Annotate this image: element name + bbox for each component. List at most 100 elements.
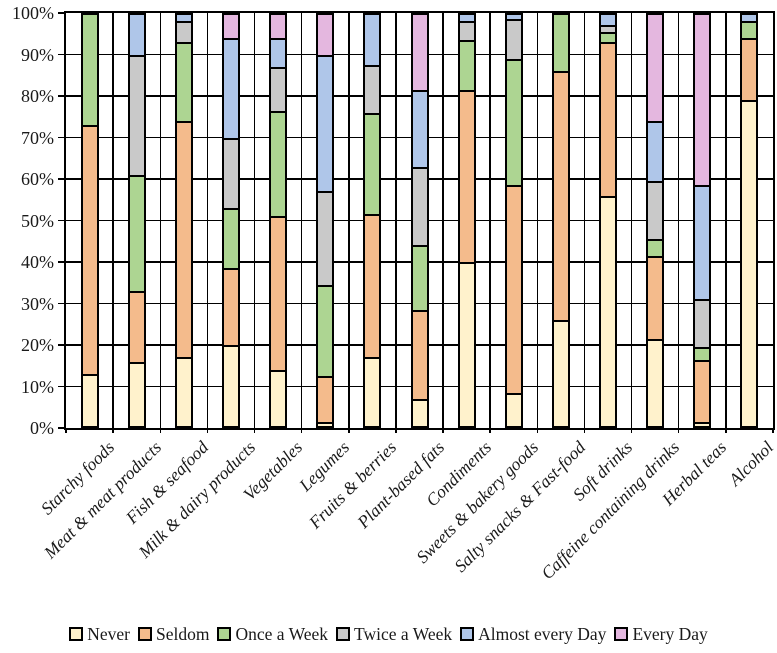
- x-axis-tick: [536, 428, 539, 433]
- bar-segment: [504, 392, 523, 428]
- gridline-vertical: [725, 13, 727, 428]
- bar-segment: [504, 19, 523, 61]
- bar-alcohol: [740, 13, 759, 428]
- bar-segment: [174, 13, 193, 24]
- bar-segment: [693, 299, 712, 350]
- y-axis-tick: [58, 344, 64, 346]
- bar-segment: [363, 64, 382, 115]
- bar-segment: [457, 262, 476, 428]
- gridline-vertical: [253, 13, 256, 428]
- bar-segment: [269, 66, 288, 113]
- bar-segment: [504, 13, 523, 22]
- plot-area: [64, 11, 775, 430]
- bar-condiments: [457, 13, 476, 428]
- bar-segment: [269, 13, 288, 40]
- bar-sweets-bakery-goods: [504, 13, 523, 428]
- gridline-vertical: [489, 13, 491, 428]
- legend-swatch: [217, 627, 232, 641]
- legend-item: Twice a Week: [336, 624, 452, 645]
- bar-segment: [174, 357, 193, 428]
- legend-swatch: [336, 627, 351, 641]
- bar-segment: [410, 245, 429, 312]
- x-axis-tick: [159, 428, 162, 433]
- bar-segment: [221, 37, 240, 140]
- x-axis-tick: [725, 428, 727, 433]
- bar-segment: [221, 345, 240, 428]
- bar-segment: [316, 54, 335, 194]
- bar-fish-seafood: [174, 13, 193, 428]
- bar-segment: [599, 13, 618, 28]
- gridline-vertical: [112, 13, 114, 428]
- x-axis-tick: [489, 428, 491, 433]
- bar-segment: [221, 208, 240, 271]
- bar-segment: [693, 347, 712, 362]
- legend-swatch: [138, 627, 152, 641]
- bar-segment: [410, 309, 429, 401]
- y-axis-tick: [58, 385, 64, 388]
- x-axis-tick: [253, 428, 256, 433]
- bar-segment: [316, 13, 335, 57]
- x-axis-tick: [206, 428, 209, 433]
- gridline-vertical: [348, 13, 350, 428]
- bar-segment: [551, 71, 570, 323]
- y-axis-tick-label: 100%: [12, 3, 54, 23]
- bar-segment: [646, 13, 665, 123]
- bar-segment: [363, 214, 382, 360]
- bar-segment: [504, 58, 523, 188]
- y-axis-tick-label: 60%: [21, 169, 54, 189]
- bar-plant-based-fats: [410, 13, 429, 428]
- bar-segment: [646, 338, 665, 428]
- legend-swatch: [69, 627, 84, 641]
- bar-segment: [363, 112, 382, 217]
- x-axis-tick: [583, 428, 586, 433]
- bar-segment: [127, 291, 146, 364]
- legend-label: Never: [87, 623, 130, 644]
- y-axis-tick: [58, 136, 64, 139]
- legend-label: Every Day: [632, 623, 708, 644]
- bar-segment: [410, 89, 429, 169]
- y-axis-tick: [58, 53, 64, 56]
- x-axis-category-label: Alcohol: [724, 437, 777, 490]
- bar-segment: [316, 191, 335, 287]
- bar-segment: [646, 120, 665, 184]
- bar-fruits-berries: [363, 13, 382, 428]
- bar-segment: [457, 39, 476, 92]
- bar-segment: [646, 239, 665, 258]
- gridline-vertical: [677, 13, 680, 428]
- gridline-vertical: [536, 13, 539, 428]
- y-axis-tick: [58, 261, 64, 263]
- legend-item: Seldom: [138, 624, 209, 645]
- bar-legumes: [316, 13, 335, 428]
- x-axis-tick: [677, 428, 680, 433]
- bar-segment: [221, 268, 240, 347]
- bar-segment: [221, 137, 240, 211]
- bar-herbal-teas: [693, 13, 712, 428]
- x-axis-tick: [630, 428, 633, 433]
- bar-segment: [410, 166, 429, 248]
- bar-segment: [221, 13, 240, 40]
- bar-segment: [127, 54, 146, 177]
- y-axis-tick-label: 20%: [21, 335, 54, 355]
- gridline-vertical: [206, 13, 209, 428]
- gridline-vertical: [630, 13, 633, 428]
- bar-segment: [269, 216, 288, 372]
- y-axis-tick-label: 70%: [21, 127, 54, 148]
- bar-segment: [316, 284, 335, 379]
- gridline-vertical: [442, 13, 444, 428]
- bar-segment: [174, 42, 193, 123]
- bar-segment: [551, 13, 570, 74]
- y-axis-tick-label: 10%: [21, 376, 54, 397]
- y-axis-tick-label: 50%: [21, 210, 54, 231]
- bar-segment: [410, 398, 429, 428]
- y-axis-tick: [58, 427, 64, 429]
- bar-caffeine-containing-drinks: [646, 13, 665, 428]
- y-axis-tick: [58, 178, 64, 180]
- bar-meat-meat-products: [127, 13, 146, 428]
- y-axis-tick: [58, 95, 64, 97]
- x-axis-tick: [65, 428, 67, 433]
- bar-milk-dairy-products: [221, 13, 240, 428]
- bar-segment: [127, 361, 146, 428]
- y-axis-tick-label: 40%: [21, 252, 54, 272]
- y-axis-tick-label: 30%: [21, 293, 54, 314]
